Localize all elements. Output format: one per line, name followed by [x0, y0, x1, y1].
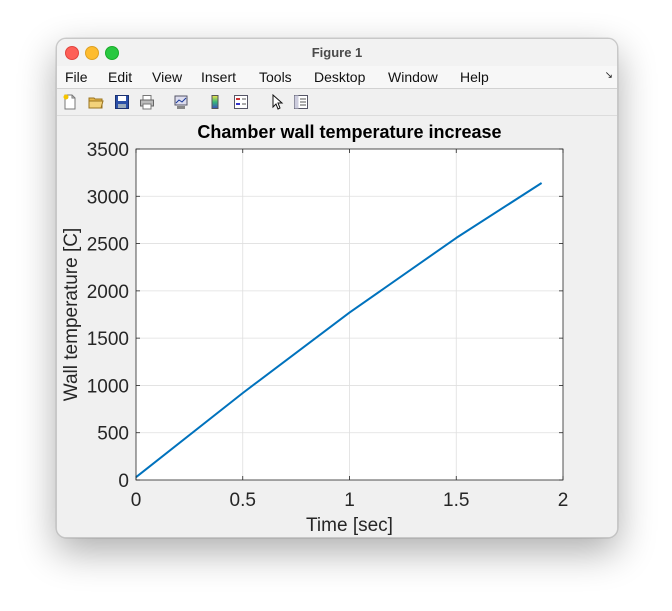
y-tick-label: 2500: [87, 235, 129, 256]
open-file-icon[interactable]: [88, 94, 104, 110]
y-tick-label: 1000: [87, 376, 129, 397]
x-tick-label: 0: [131, 490, 142, 511]
minimize-button[interactable]: [85, 46, 99, 60]
menu-file[interactable]: File: [65, 69, 88, 85]
y-tick-label: 500: [97, 424, 129, 445]
menu-bar: File Edit View Insert Tools Desktop Wind…: [57, 66, 617, 89]
grid-lines: [136, 149, 563, 480]
colorbar-icon[interactable]: [207, 94, 223, 110]
y-tick-label: 3000: [87, 187, 129, 208]
edit-plot-icon[interactable]: [269, 94, 285, 110]
menu-edit[interactable]: Edit: [108, 69, 133, 85]
x-tick-label: 0.5: [230, 490, 256, 511]
close-button[interactable]: [65, 46, 79, 60]
x-axis-label: Time [sec]: [306, 515, 393, 536]
menu-window[interactable]: Window: [388, 69, 438, 85]
x-tick-label: 1: [344, 490, 355, 511]
menu-desktop[interactable]: Desktop: [314, 69, 366, 85]
x-tick-label: 1.5: [443, 490, 469, 511]
ticks-group: 0 0.5 1 1.5 2 0 500 1000 1500 2000 2500 3000 3500: [87, 140, 569, 511]
menu-view[interactable]: View: [152, 69, 183, 85]
dock-arrow-icon[interactable]: ↘: [604, 70, 613, 81]
maximize-button[interactable]: [105, 46, 119, 60]
property-inspector-icon[interactable]: [293, 94, 309, 110]
series-line[interactable]: [135, 182, 543, 478]
y-tick-label: 2000: [87, 282, 129, 303]
figure-canvas: 0 0.5 1 1.5 2 0 500 1000 1500 2000 2500 3000 3500 Ch…: [57, 116, 617, 537]
y-tick-label: 3500: [87, 140, 129, 161]
y-tick-label: 1500: [87, 329, 129, 350]
x-tick-label: 2: [558, 490, 569, 511]
menu-tools[interactable]: Tools: [259, 69, 292, 85]
menu-help[interactable]: Help: [460, 69, 489, 85]
figure-window: Figure 1 File Edit View Insert Tools Des…: [56, 38, 618, 538]
window-title: Figure 1: [311, 45, 363, 60]
y-axis-label: Wall temperature [C]: [61, 228, 82, 402]
chart-title: Chamber wall temperature increase: [197, 122, 501, 142]
save-icon[interactable]: [114, 94, 130, 110]
title-bar[interactable]: Figure 1: [57, 39, 617, 66]
print-icon[interactable]: [139, 94, 155, 110]
legend-icon[interactable]: [233, 94, 249, 110]
new-figure-icon[interactable]: [62, 94, 78, 110]
series-group: [135, 182, 543, 478]
y-tick-label: 0: [118, 471, 129, 492]
menu-insert[interactable]: Insert: [201, 69, 237, 85]
line-chart[interactable]: 0 0.5 1 1.5 2 0 500 1000 1500 2000 2500 3000 3500 Ch…: [57, 116, 617, 537]
figure-toolbar: [57, 89, 617, 116]
link-plot-icon[interactable]: [173, 94, 189, 110]
